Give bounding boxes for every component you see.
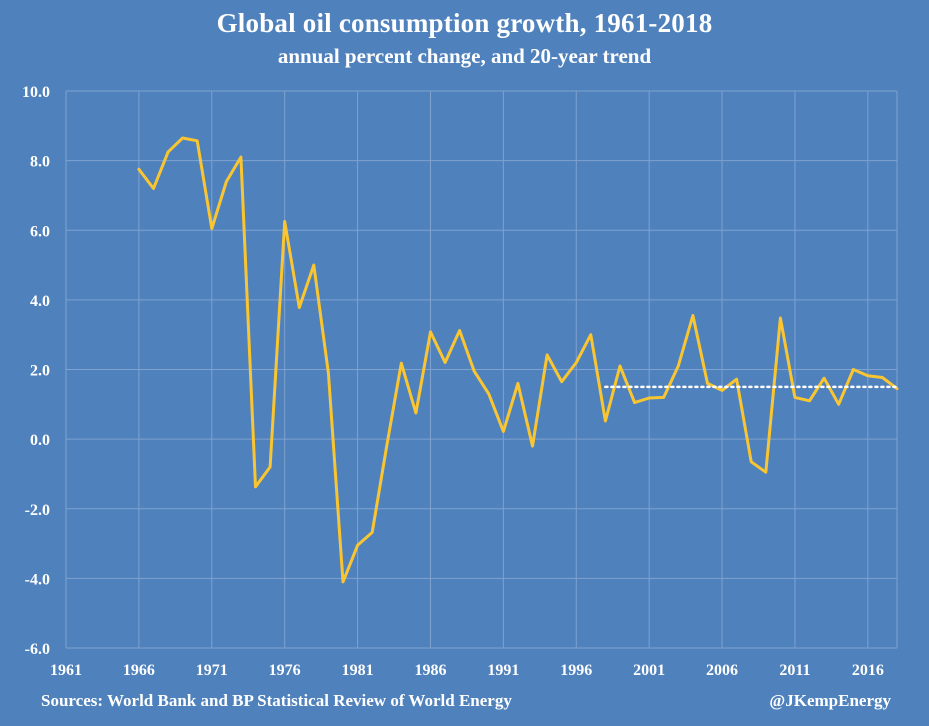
data-point — [691, 314, 695, 317]
series-layer — [137, 136, 899, 584]
data-point — [283, 220, 286, 223]
data-point — [473, 370, 476, 373]
data-point — [312, 263, 316, 267]
data-point — [400, 362, 403, 365]
x-tick-label: 1991 — [487, 662, 519, 679]
data-point — [706, 382, 709, 385]
data-point — [808, 399, 811, 403]
data-point — [764, 470, 767, 474]
y-tick-label: -2.0 — [25, 502, 50, 519]
data-point — [837, 403, 840, 406]
data-point — [618, 364, 622, 368]
data-point — [720, 389, 724, 392]
x-tick-label: 2011 — [779, 662, 810, 679]
data-point — [239, 155, 243, 159]
x-tick-label: 2006 — [706, 662, 738, 679]
data-point — [414, 411, 418, 415]
data-point — [545, 353, 549, 357]
data-point — [895, 387, 899, 390]
x-tick-label: 1961 — [50, 662, 82, 679]
data-point — [458, 329, 461, 332]
x-tick-label: 2001 — [633, 662, 665, 679]
data-point — [385, 444, 388, 448]
data-point — [793, 396, 797, 399]
data-point — [137, 168, 141, 171]
data-point — [298, 306, 301, 309]
data-point — [633, 401, 636, 404]
data-point — [881, 376, 884, 379]
y-tick-label: -6.0 — [25, 641, 50, 658]
data-point — [487, 392, 490, 396]
x-tick-label: 1996 — [560, 662, 592, 679]
data-point — [575, 361, 578, 364]
data-point — [502, 430, 505, 433]
chart-subtitle: annual percent change, and 20-year trend — [277, 44, 652, 68]
data-point — [443, 361, 447, 364]
data-point — [254, 485, 257, 489]
data-point — [677, 364, 680, 368]
y-tick-label: -4.0 — [25, 571, 50, 588]
data-point — [852, 368, 855, 371]
data-point — [196, 139, 199, 142]
data-point — [327, 371, 330, 375]
chart-title: Global oil consumption growth, 1961-2018 — [216, 8, 713, 38]
data-point — [779, 316, 782, 320]
data-point — [604, 419, 607, 423]
y-axis-ticks: 10.0 8.0 6.0 4.0 2.0 0.0 -2.0 -4.0 -6.0 — [22, 84, 50, 658]
data-point — [822, 377, 826, 380]
data-point — [531, 444, 534, 448]
data-point — [370, 531, 374, 534]
x-tick-label: 2016 — [852, 662, 884, 679]
grid — [65, 90, 898, 649]
x-tick-label: 1966 — [123, 662, 155, 679]
x-tick-label: 1986 — [414, 662, 446, 679]
growth-series-line — [137, 136, 899, 584]
data-point — [166, 150, 170, 154]
data-point — [429, 330, 432, 334]
data-point — [516, 382, 520, 385]
data-point — [152, 187, 155, 190]
y-tick-label: 4.0 — [30, 293, 50, 310]
data-point — [210, 227, 213, 230]
data-point — [589, 333, 593, 336]
data-point — [341, 580, 345, 584]
source-note: Sources: World Bank and BP Statistical R… — [41, 691, 512, 710]
data-point — [662, 396, 665, 399]
y-tick-label: 8.0 — [30, 154, 50, 171]
x-tick-label: 1976 — [269, 662, 301, 679]
x-tick-label: 1971 — [196, 662, 228, 679]
data-point — [356, 544, 359, 547]
x-axis-ticks: 1961 1966 1971 1976 1981 1986 1991 1996 2001 2006… — [50, 662, 884, 679]
data-point — [268, 465, 272, 469]
y-tick-label: 2.0 — [30, 363, 50, 380]
data-point — [181, 136, 184, 140]
data-point — [225, 180, 228, 183]
y-tick-label: 6.0 — [30, 223, 50, 240]
data-point — [647, 396, 651, 400]
data-point — [750, 460, 753, 463]
y-tick-label: 10.0 — [22, 84, 50, 101]
x-tick-label: 1981 — [342, 662, 374, 679]
y-tick-label: 0.0 — [30, 432, 50, 449]
author-handle: @JKempEnergy — [769, 691, 891, 710]
data-point — [866, 374, 870, 377]
data-point — [735, 378, 738, 381]
data-point — [560, 380, 563, 383]
